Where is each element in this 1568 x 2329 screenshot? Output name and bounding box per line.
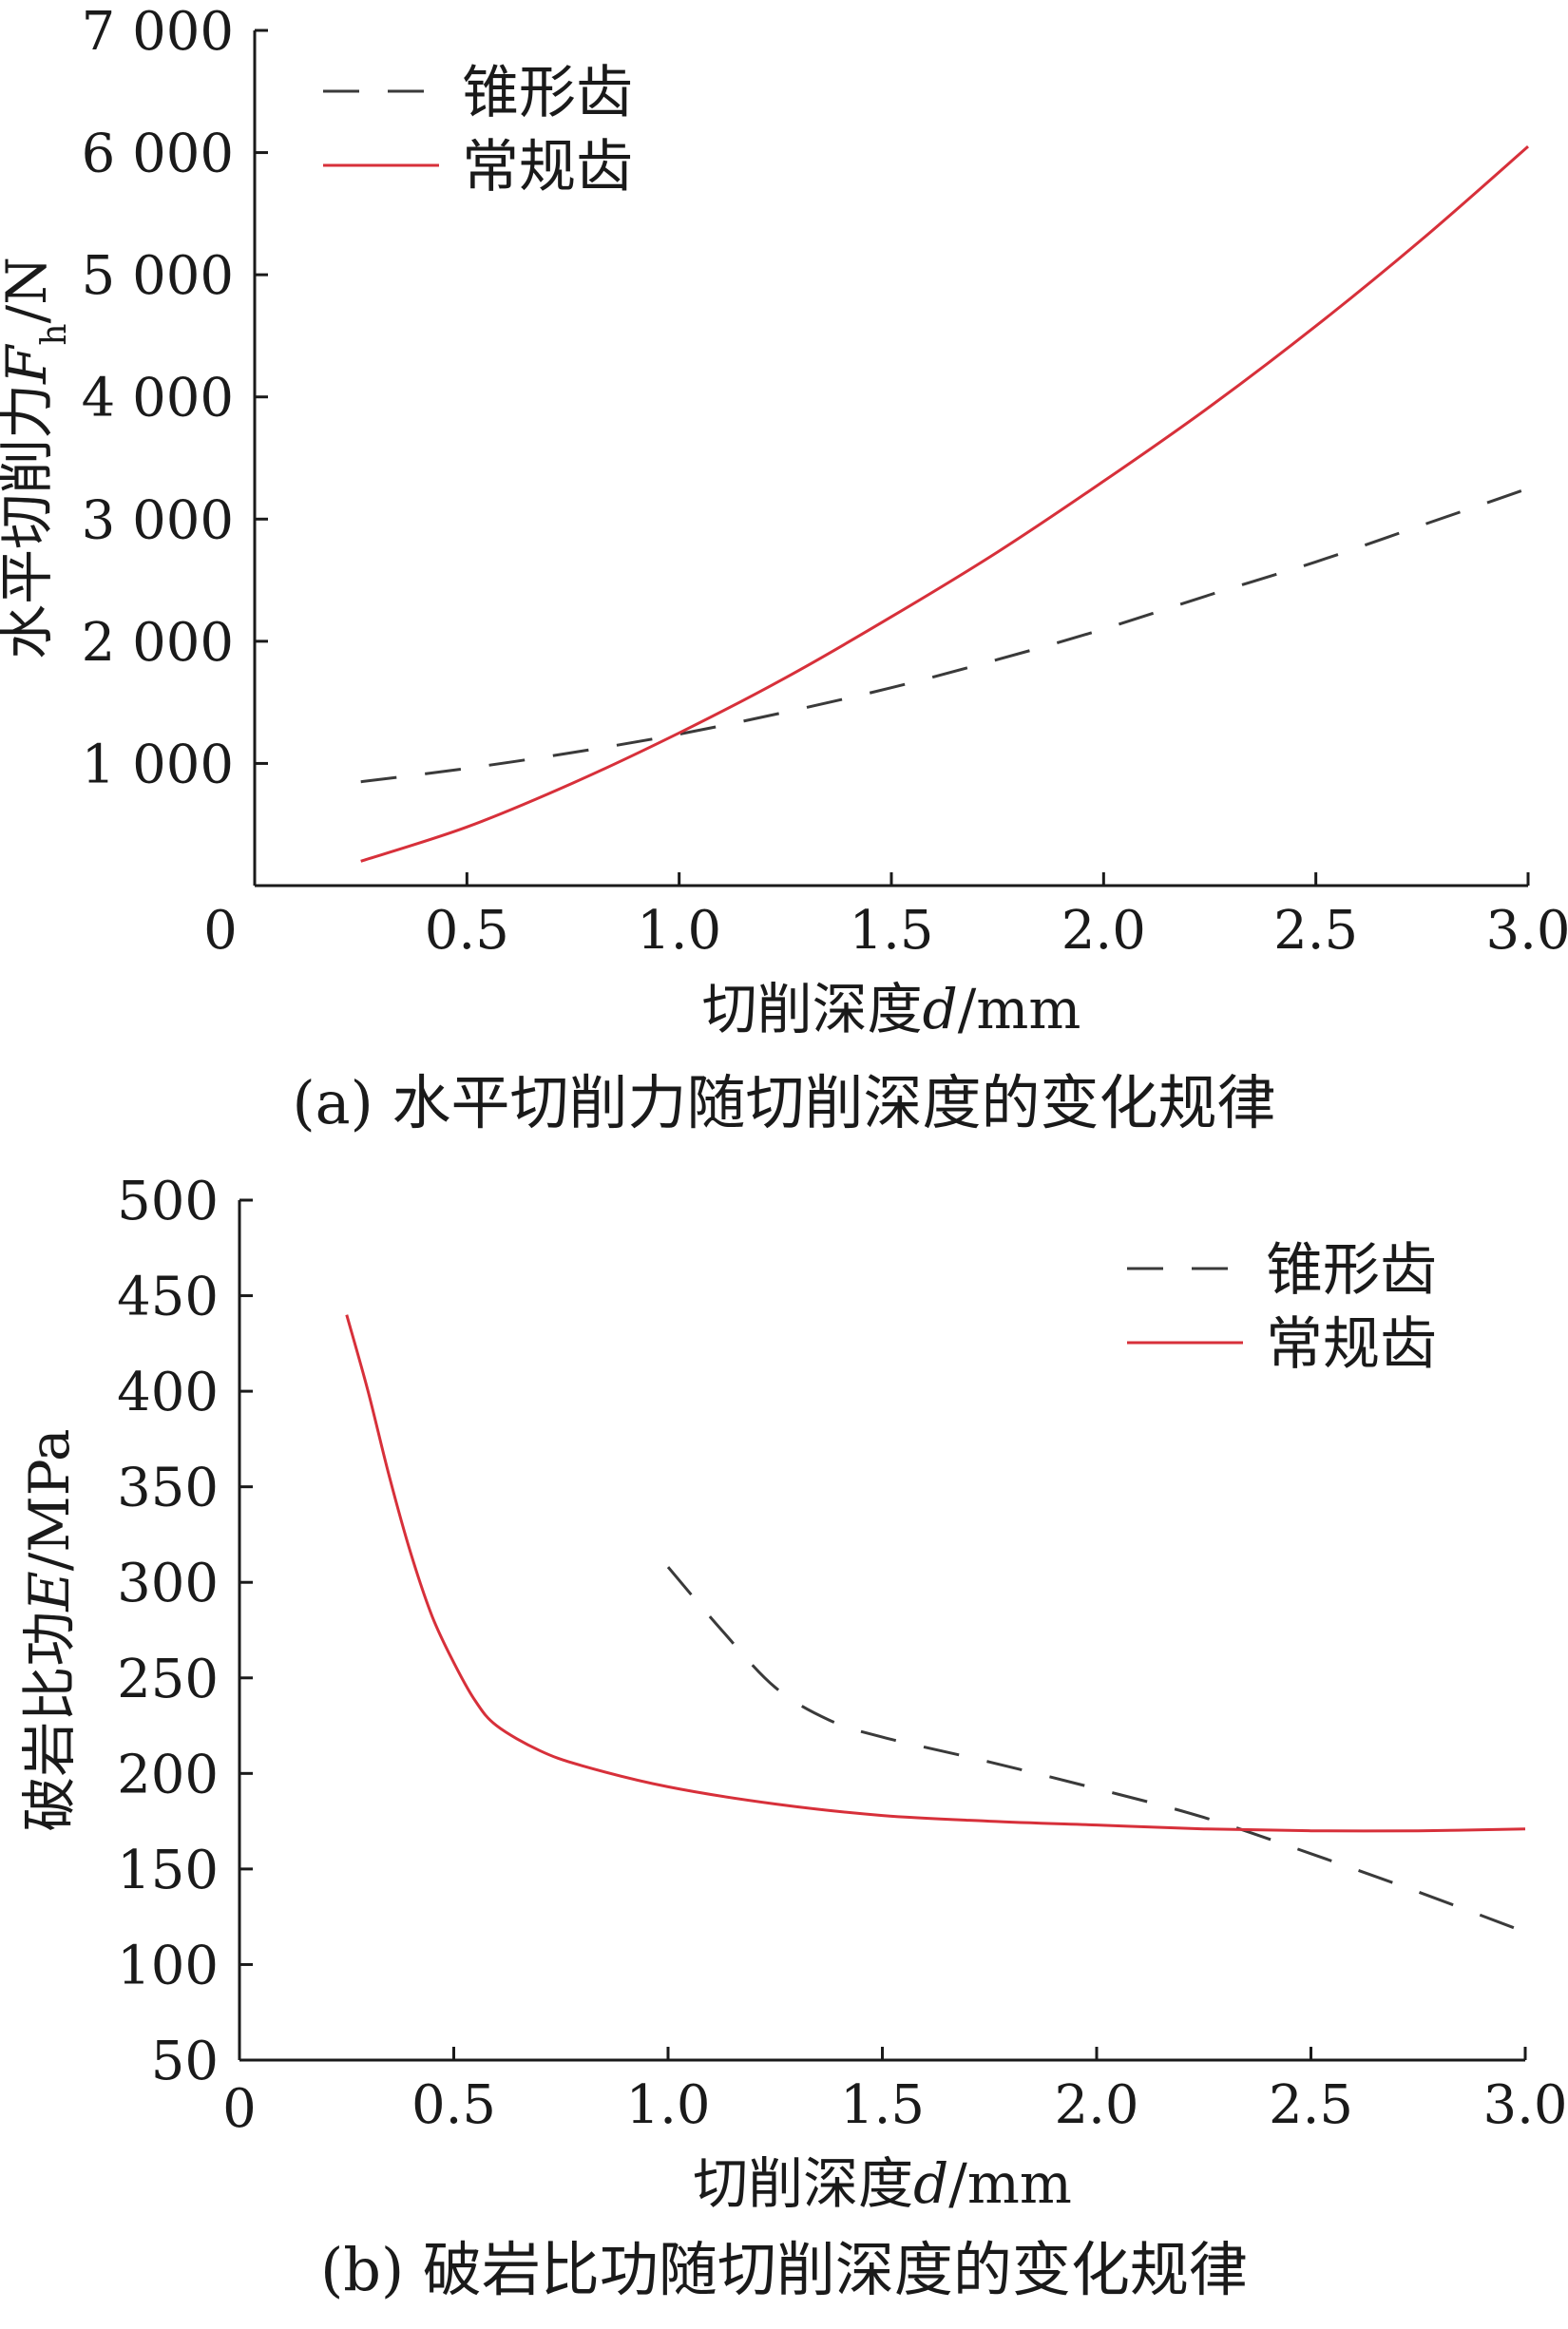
x-tick-label: 2.0 (1054, 2074, 1138, 2136)
y-tick-label: 4 000 (82, 368, 234, 430)
y-tick-label: 100 (117, 1935, 219, 1996)
x-tick-label: 1.5 (840, 2074, 925, 2136)
y-tick-label: 300 (117, 1553, 219, 1614)
x-tick-label: 1.0 (637, 900, 721, 962)
origin-label: 0 (222, 2078, 257, 2140)
x-axis-title-symbol: d (913, 2151, 948, 2216)
y-axis-title-main: 水平切削力 (0, 384, 59, 659)
legend-label-regular-tooth: 常规齿 (1266, 1311, 1437, 1378)
y-axis-title: 破岩比功E/MPa (17, 1428, 82, 1831)
legend-label-cone-tooth: 锥形齿 (462, 60, 633, 126)
x-tick-label: 2.5 (1273, 900, 1358, 962)
x-tick-label: 2.5 (1269, 2074, 1353, 2136)
chart-b-rock-breaking-specific-energy: 50 100 150 200 250 300 350 400 450 500 0.5 1.0 1.5 2.… (17, 1171, 1568, 2216)
y-tick-label: 350 (117, 1458, 219, 1519)
y-tick-label: 400 (117, 1362, 219, 1423)
x-axis-title-main: 切削深度 (693, 2151, 913, 2216)
figure-b: 50 100 150 200 250 300 350 400 450 500 0.5 1.0 1.5 2.… (0, 1169, 1568, 2329)
x-tick-label: 0.5 (411, 2074, 496, 2136)
x-axis-title-main: 切削深度 (702, 977, 923, 1041)
y-axis-title-symbol: E (17, 1571, 82, 1612)
y-tick-label: 3 000 (82, 489, 234, 551)
x-tick-label: 3.0 (1485, 900, 1568, 962)
y-axis-title-unit: /MPa (17, 1428, 82, 1571)
y-tick-label: 500 (117, 1171, 219, 1232)
x-axis-title: 切削深度d/mm (693, 2151, 1072, 2216)
y-tick-label: 6 000 (82, 124, 234, 185)
legend-label-regular-tooth: 常规齿 (462, 134, 633, 200)
x-tick-label: 3.0 (1482, 2074, 1567, 2136)
series-line-cone-tooth (360, 487, 1529, 784)
y-tick-label: 5 000 (82, 245, 234, 307)
origin-label: 0 (203, 900, 238, 962)
y-axis-title-subscript: h (35, 323, 74, 345)
x-tick-label: 2.0 (1061, 900, 1146, 962)
y-tick-label: 7 000 (82, 1, 234, 63)
figure-b-caption: (b) 破岩比功随切削深度的变化规律 (320, 2235, 1248, 2304)
figure-a: 1 000 2 000 3 000 4 000 5 000 6 000 7 000 0.5 1.… (0, 1, 1568, 1137)
x-axis-title-unit: /mm (958, 977, 1081, 1041)
y-axis-title-symbol: F (0, 344, 59, 385)
y-tick-label: 2 000 (82, 612, 234, 674)
x-tick-label: 1.0 (625, 2074, 710, 2136)
y-axis-title: 水平切削力Fh/N (0, 257, 74, 659)
x-axis-title: 切削深度d/mm (702, 977, 1081, 1041)
y-tick-label: 200 (117, 1744, 219, 1805)
x-tick-label: 1.5 (849, 900, 933, 962)
chart-a-horizontal-cutting-force: 1 000 2 000 3 000 4 000 5 000 6 000 7 000 0.5 1.… (0, 1, 1568, 1041)
y-tick-label: 150 (117, 1840, 219, 1901)
y-axis-title-main: 破岩比功 (17, 1612, 82, 1832)
series-line-cone-tooth (666, 1566, 1526, 1934)
y-axis-title-unit: /N (0, 257, 59, 323)
y-tick-label: 450 (117, 1267, 219, 1328)
y-tick-label: 1 000 (82, 734, 234, 795)
x-axis-title-symbol: d (923, 977, 958, 1041)
y-tick-label: 50 (151, 2031, 219, 2092)
figure-a-caption: (a) 水平切削力随切削深度的变化规律 (292, 1068, 1276, 1137)
series-line-regular-tooth (360, 144, 1529, 863)
x-axis-title-unit: /mm (948, 2151, 1072, 2216)
y-tick-label: 250 (117, 1649, 219, 1710)
x-tick-label: 0.5 (425, 900, 509, 962)
legend-label-cone-tooth: 锥形齿 (1266, 1237, 1437, 1304)
series-line-regular-tooth (345, 1314, 1526, 1833)
